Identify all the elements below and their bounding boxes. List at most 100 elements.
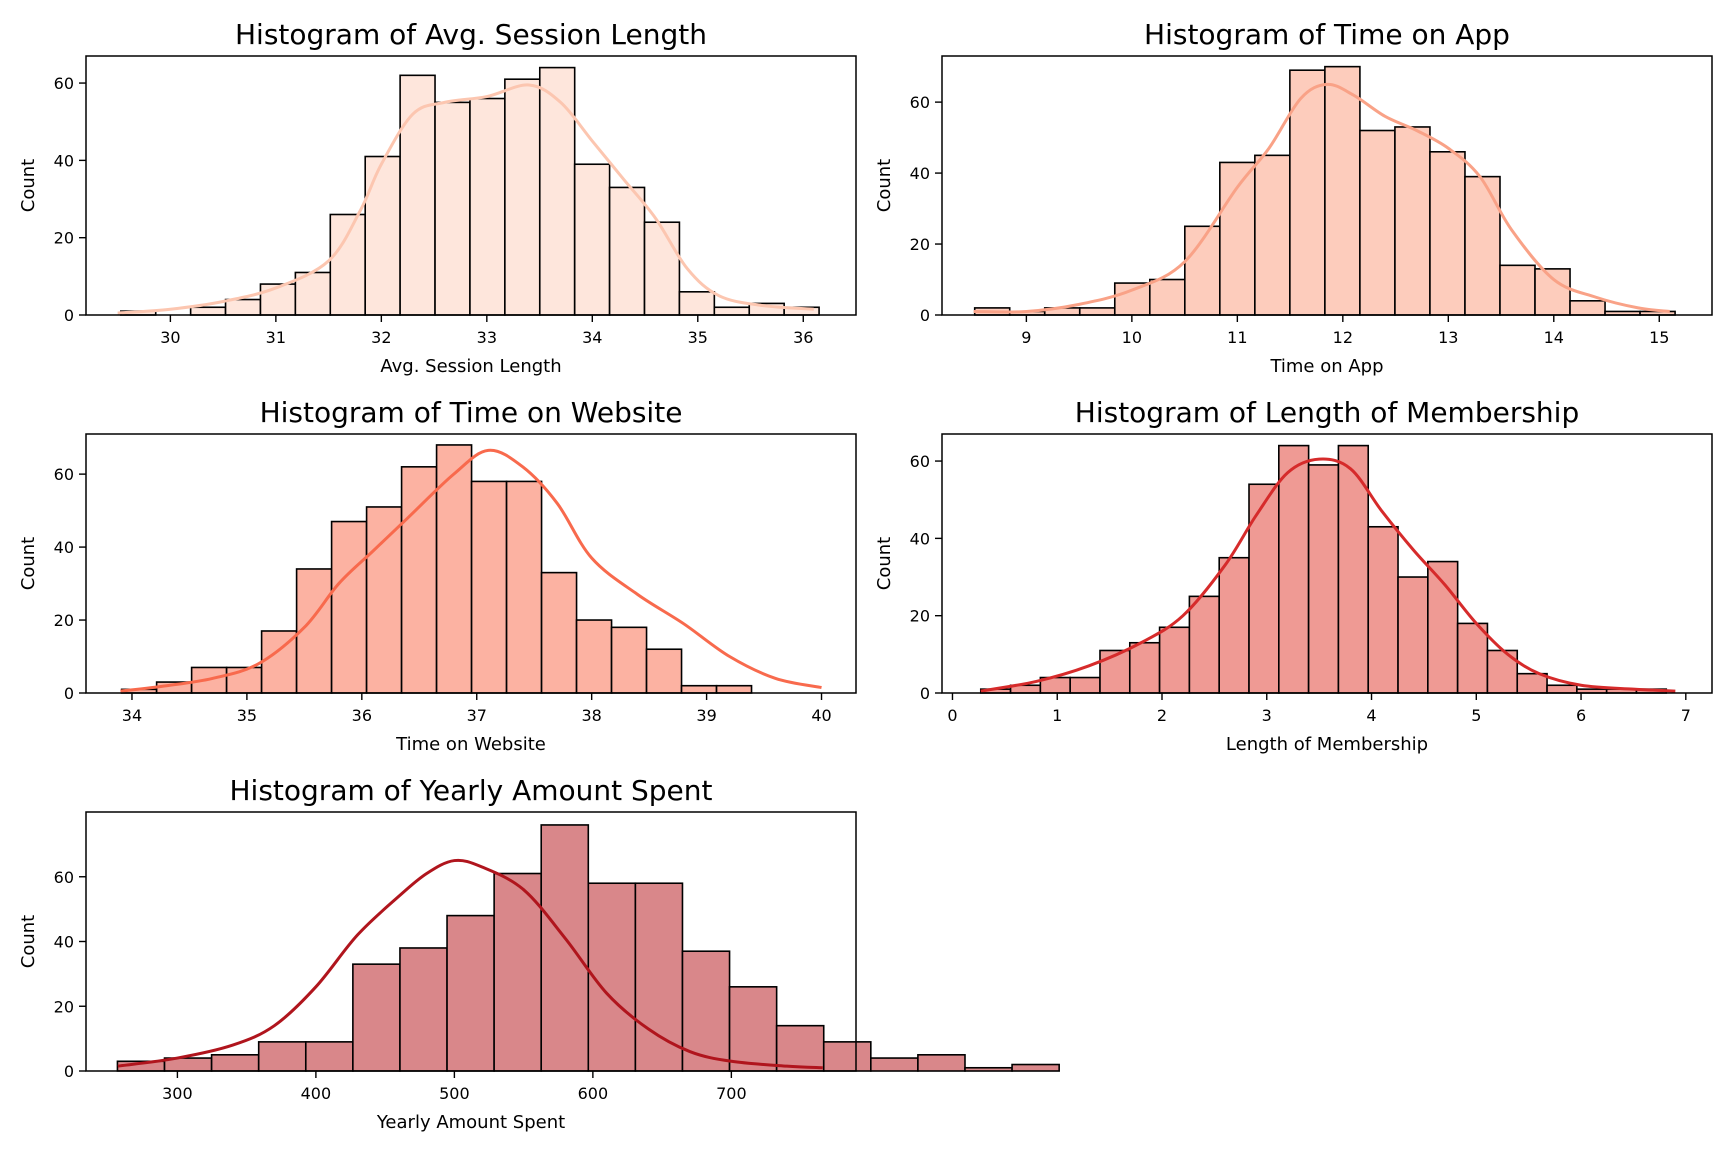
x-tick-label: 32 — [371, 328, 391, 347]
kde-curve — [117, 83, 814, 315]
x-tick-label: 6 — [1576, 706, 1586, 725]
x-tick-label: 11 — [1227, 328, 1247, 347]
histogram-bar — [1359, 129, 1396, 316]
histogram-bar — [822, 1041, 872, 1072]
chart-title: Histogram of Avg. Session Length — [235, 18, 707, 51]
y-tick-label: 40 — [910, 529, 930, 548]
histogram-bar — [1113, 282, 1151, 316]
y-tick-label: 20 — [54, 997, 74, 1016]
y-tick-label: 0 — [64, 684, 74, 703]
x-axis-label: Avg. Session Length — [380, 356, 561, 377]
subplot-3: 34 35 36 37 38 39 40 0 20 40 60 Histogram of Time o… — [18, 396, 857, 755]
histogram-bar — [257, 1041, 307, 1072]
histogram-bar — [1499, 264, 1536, 316]
y-tick-label: 20 — [910, 607, 930, 626]
histogram-bar — [330, 520, 368, 694]
x-tick-label: 700 — [716, 1084, 747, 1103]
histogram-bar — [1099, 649, 1131, 694]
histogram-bar — [728, 986, 778, 1072]
y-axis-label: Count — [18, 537, 39, 590]
x-axis-label: Yearly Amount Spent — [376, 1112, 565, 1133]
histogram-bar — [645, 648, 683, 694]
x-tick-label: 36 — [352, 706, 372, 725]
x-tick-label: 34 — [122, 706, 142, 725]
x-tick-label: 7 — [1681, 706, 1691, 725]
y-tick-label: 40 — [54, 538, 74, 557]
x-tick-label: 3 — [1262, 706, 1272, 725]
x-tick-label: 15 — [1649, 328, 1669, 347]
histogram-bar — [1069, 676, 1101, 694]
y-tick-label: 60 — [54, 465, 74, 484]
histogram-bar — [678, 291, 716, 316]
y-tick-label: 60 — [910, 93, 930, 112]
histogram-bar — [964, 1066, 1013, 1072]
x-tick-label: 1 — [1052, 706, 1062, 725]
y-tick-label: 60 — [54, 868, 74, 887]
y-tick-label: 20 — [54, 229, 74, 248]
x-tick-label: 14 — [1544, 328, 1564, 347]
subplot-1: 30 31 32 33 34 35 36 0 20 40 60 Histogram of Avg. S… — [18, 18, 857, 377]
x-tick-label: 36 — [793, 328, 813, 347]
histogram-bar — [538, 66, 576, 316]
histogram-bar — [1011, 1063, 1060, 1072]
histogram-bar — [775, 1024, 825, 1072]
histogram-bar — [224, 298, 262, 316]
histogram-bar — [1278, 444, 1310, 694]
histogram-bar — [610, 626, 648, 694]
x-tick-label: 0 — [947, 706, 957, 725]
x-tick-label: 40 — [811, 706, 831, 725]
histogram-bar — [1254, 154, 1291, 316]
histogram-bar — [1289, 69, 1326, 316]
histogram-bar — [715, 684, 753, 694]
x-tick-label: 4 — [1366, 706, 1376, 725]
chart-title: Histogram of Time on App — [1144, 18, 1510, 51]
x-tick-label: 5 — [1471, 706, 1481, 725]
histogram-bar — [1218, 556, 1250, 694]
axes-frame — [85, 433, 857, 694]
histogram-bar — [352, 963, 401, 1072]
x-axis-label: Length of Membership — [1226, 734, 1428, 755]
x-tick-label: 9 — [1021, 328, 1031, 347]
histogram-bar — [540, 824, 590, 1072]
subplot-5: 300 400 500 600 700 0 20 40 60 Histogram of Yearl… — [18, 774, 1060, 1133]
histogram-bar — [504, 78, 541, 316]
x-tick-label: 400 — [301, 1084, 332, 1103]
histogram-bar — [870, 1057, 919, 1072]
chart-title: Histogram of Length of Membership — [1075, 396, 1579, 429]
kde-curve — [973, 82, 1670, 314]
y-tick-label: 40 — [54, 933, 74, 952]
x-tick-label: 12 — [1333, 328, 1353, 347]
histogram-bar — [575, 619, 613, 694]
kde-curve — [980, 457, 1676, 693]
axes-frame — [85, 55, 857, 316]
histogram-bar — [470, 480, 508, 694]
x-tick-label: 31 — [266, 328, 286, 347]
histogram-bar — [1078, 307, 1116, 316]
x-tick-label: 500 — [439, 1084, 470, 1103]
histogram-bar — [1158, 626, 1191, 694]
histogram-bar — [365, 506, 403, 694]
histogram-bar — [493, 872, 543, 1072]
y-tick-label: 60 — [910, 452, 930, 471]
y-tick-label: 20 — [910, 235, 930, 254]
histogram-bar — [634, 882, 684, 1072]
histogram-bar — [435, 444, 473, 694]
y-tick-label: 60 — [54, 74, 74, 93]
histogram-bar — [1188, 595, 1221, 694]
subplot-2: 9 10 11 12 13 14 15 0 20 40 60 Histogram of Time on… — [874, 18, 1713, 377]
axes-frame — [941, 55, 1713, 316]
x-tick-label: 300 — [162, 1084, 193, 1103]
kde-curve — [117, 858, 823, 1070]
y-tick-label: 40 — [54, 151, 74, 170]
histogram-bar — [1397, 576, 1429, 694]
x-tick-label: 13 — [1438, 328, 1458, 347]
x-tick-label: 33 — [477, 328, 497, 347]
x-axis-label: Time on App — [1269, 356, 1383, 377]
axes-frame — [941, 433, 1713, 694]
histogram-bar — [505, 480, 543, 694]
x-tick-label: 39 — [696, 706, 716, 725]
histogram-bar — [1307, 464, 1340, 694]
histogram-bar — [917, 1054, 966, 1072]
histogram-bar — [329, 213, 367, 316]
